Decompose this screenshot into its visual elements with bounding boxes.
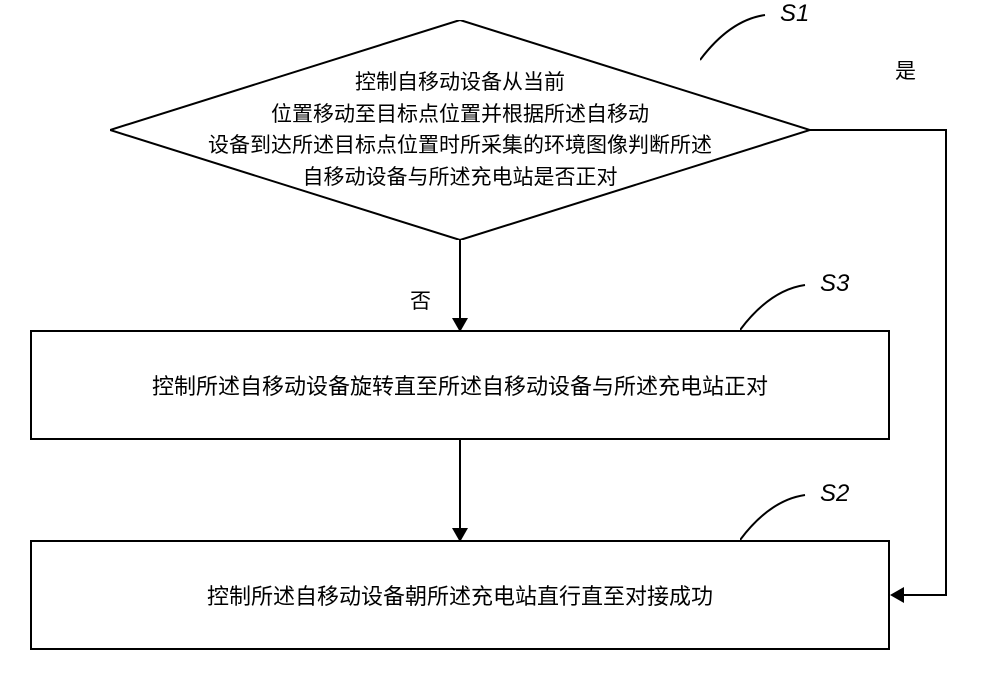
- edge-s3-s2-line: [459, 440, 461, 528]
- s2-text: 控制所述自移动设备朝所述充电站直行直至对接成功: [207, 579, 713, 611]
- process-node-s3: 控制所述自移动设备旋转直至所述自移动设备与所述充电站正对: [30, 330, 890, 440]
- s1-line-1: 控制自移动设备从当前: [180, 67, 740, 99]
- edge-s1-s2-arrowhead: [890, 587, 904, 603]
- s1-line-2: 位置移动至目标点位置并根据所述自移动: [180, 99, 740, 131]
- edge-s1-s2-h2: [902, 594, 947, 596]
- edge-s1-s3-line: [459, 240, 461, 318]
- s1-line-4: 自移动设备与所述充电站是否正对: [180, 162, 740, 194]
- edge-s1-s2-v: [945, 129, 947, 596]
- decision-text: 控制自移动设备从当前 位置移动至目标点位置并根据所述自移动 设备到达所述目标点位…: [180, 67, 740, 193]
- s3-label-tag: S3: [820, 270, 849, 298]
- edge-s1-s3-label: 否: [410, 285, 431, 315]
- edge-s1-s2-h1: [810, 129, 947, 131]
- process-node-s2: 控制所述自移动设备朝所述充电站直行直至对接成功: [30, 540, 890, 650]
- s3-text: 控制所述自移动设备旋转直至所述自移动设备与所述充电站正对: [152, 369, 768, 401]
- s1-callout-arc: [700, 10, 780, 70]
- edge-s1-s2-label: 是: [895, 55, 916, 85]
- s3-callout-arc: [740, 280, 820, 335]
- s2-label-tag: S2: [820, 480, 849, 508]
- s1-line-3: 设备到达所述目标点位置时所采集的环境图像判断所述: [180, 130, 740, 162]
- s1-label-tag: S1: [780, 0, 809, 28]
- s2-callout-arc: [740, 490, 820, 545]
